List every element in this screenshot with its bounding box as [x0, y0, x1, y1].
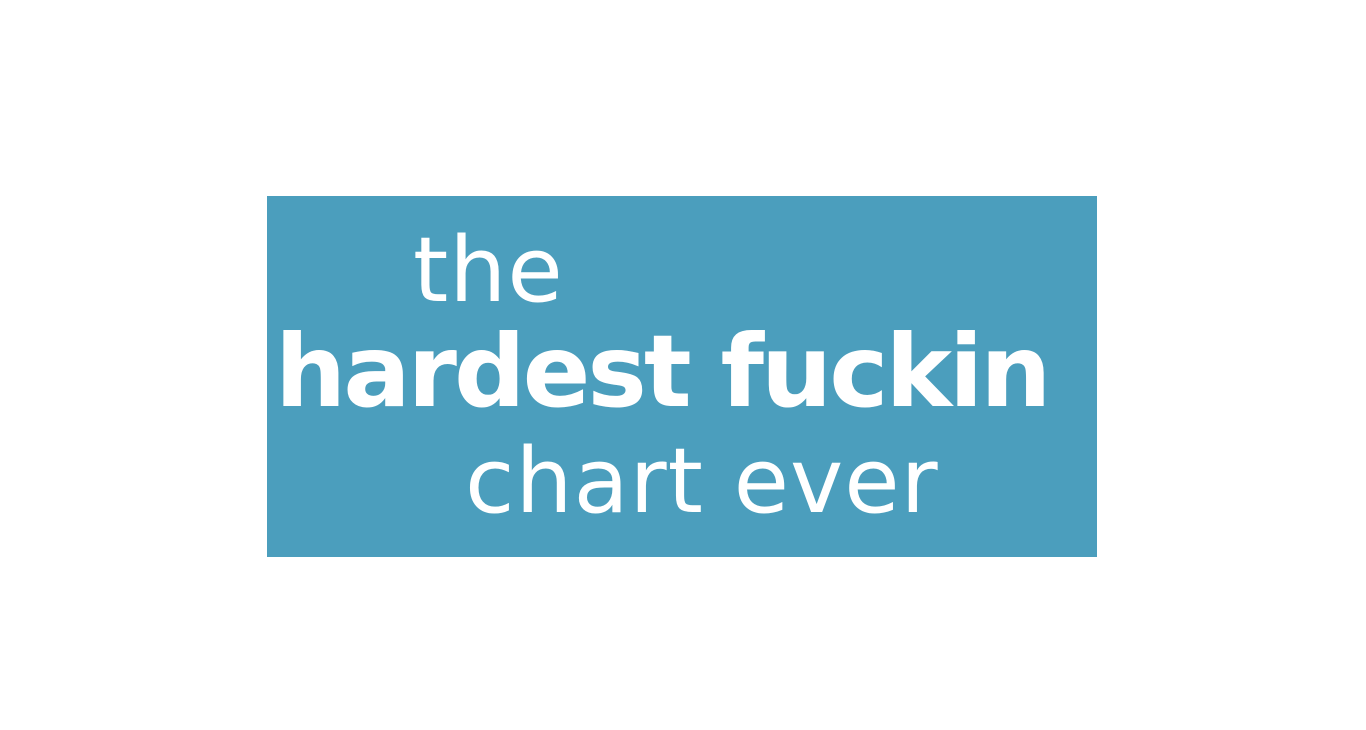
banner-line-2: hardest fuckin: [275, 313, 1051, 430]
banner-line-1: the: [413, 218, 564, 323]
title-banner: the hardest fuckin chart ever: [267, 196, 1097, 557]
banner-line-3: chart ever: [465, 429, 939, 534]
